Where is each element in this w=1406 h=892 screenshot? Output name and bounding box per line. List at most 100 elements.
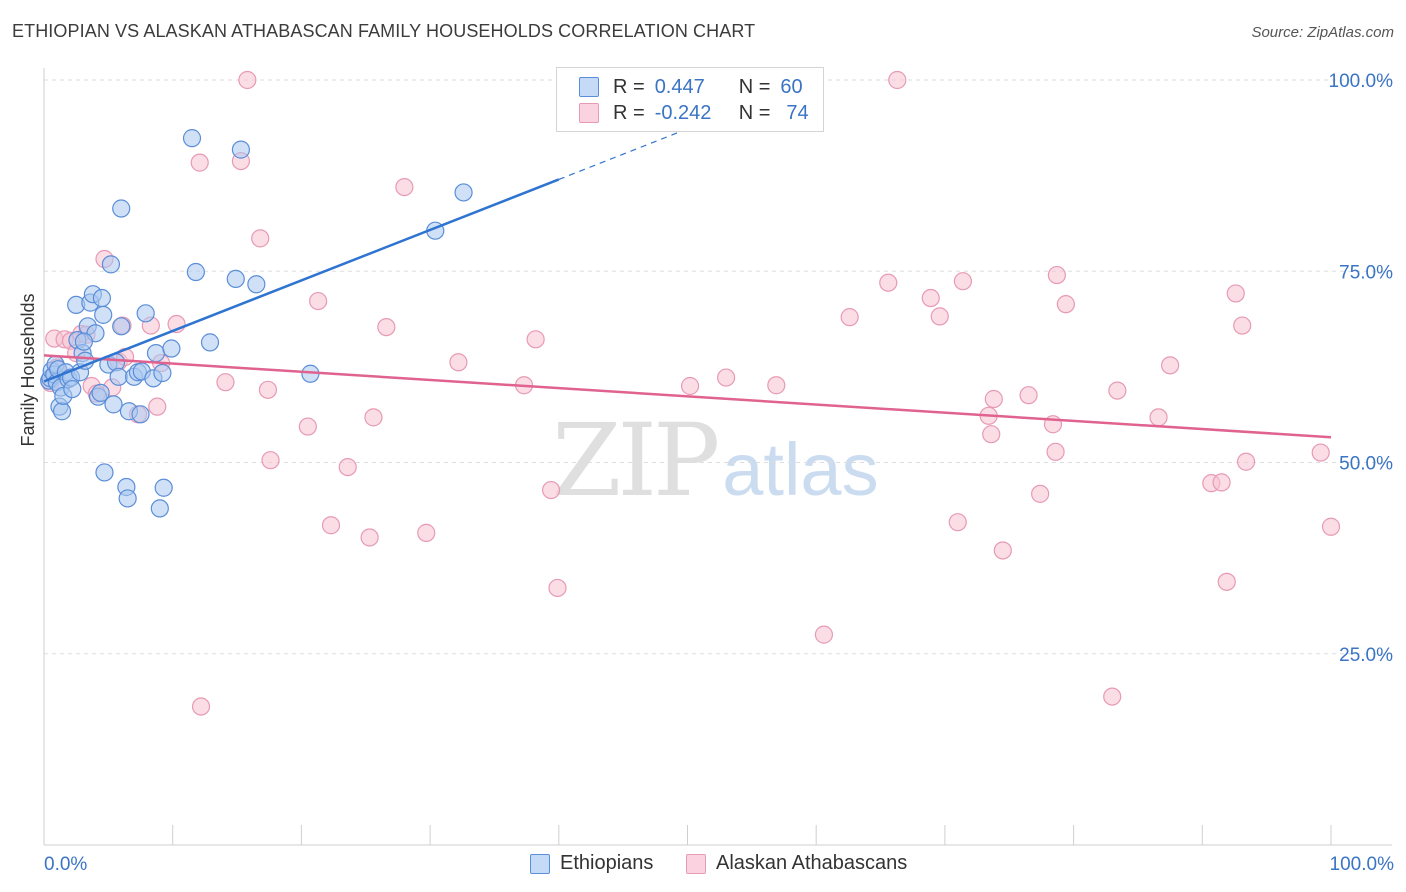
ethiopian-point [94,305,113,324]
alaskan-athabascan-point [395,178,414,197]
alaskan-athabascan-point [1236,452,1256,471]
zipatlas-watermark: ZIPatlas [552,402,879,519]
alaskan-athabascan-point [377,317,396,337]
ethiopian-point [112,199,131,218]
alaskan-athabascan-point [238,70,257,90]
y-tick-label: 75.0% [1339,262,1393,283]
legend-row-ethiopians: R = 0.447 N = 60 [579,75,803,99]
alaskan-athabascan-point [298,417,317,436]
correlation-legend: R = 0.447 N = 60 R = -0.242 N = 74 [556,67,824,132]
ethiopian-point [101,255,121,274]
alaskan-athabascan-point [879,273,898,292]
alaskan-athabascan-point [840,308,859,327]
alaskan-athabascan-point [1212,473,1231,492]
alaskan-athabascan-point [191,697,211,716]
alaskan-athabascan-point [1031,484,1050,503]
chart-title: ETHIOPIAN VS ALASKAN ATHABASCAN FAMILY H… [12,21,756,41]
series-name-ethiopians: Ethiopians [560,852,654,874]
source-label: Source: ZipAtlas.com [1251,24,1394,41]
legend-swatch-blue [579,77,599,97]
ethiopian-point [231,140,251,159]
alaskan-athabascan-point [190,153,209,172]
alaskan-athabascan-point [1233,316,1252,335]
alaskan-athabascan-point [148,397,167,416]
y-tick-label: 25.0% [1339,645,1393,666]
ethiopian-point [186,262,205,282]
alaskan-athabascan-point [258,380,278,399]
alaskan-athabascan-point [309,291,328,311]
watermark-zip: ZIP [552,402,720,519]
watermark-atlas: atlas [722,428,879,511]
ethiopian-point [154,478,173,497]
legend-row-alaskan: R = -0.242 N = 74 [579,101,809,125]
y-axis-label: Family Households [18,293,38,447]
ethiopian-point [52,402,72,421]
alaskan-athabascan-point [1321,517,1341,536]
ethiopian-point [454,183,473,202]
alaskan-athabascan-point [1149,408,1168,427]
alaskan-athabascan-point [888,70,907,90]
alaskan-athabascan-point [541,480,561,500]
axis-layer [43,68,1392,846]
alaskan-athabascan-point [449,353,468,372]
alaskan-athabascan-point [338,457,357,477]
alaskan-athabascan-points [41,70,1341,716]
ethiopian-point [63,379,82,399]
ethiopian-point [136,304,155,323]
ethiopian-point [182,129,202,148]
tick-labels: 25.0% 50.0% 75.0% 100.0% 0.0% 100.0% [44,71,1394,875]
alaskan-athabascan-point [948,513,967,532]
alaskan-athabascan-point [1108,381,1127,400]
legend-n-value: 60 [780,75,803,98]
ethiopian-point [247,275,266,294]
alaskan-athabascan-point [1047,265,1066,285]
alaskan-athabascan-point [1226,284,1245,303]
alaskan-athabascan-point [930,307,949,326]
ethiopian-point [226,269,245,288]
alaskan-athabascan-point [364,408,383,427]
trend-lines [43,113,1332,439]
alaskan-athabascan-point [984,389,1003,409]
legend-r-label: R = [613,75,645,98]
series-swatch-pink [686,853,706,874]
legend-swatch-pink [579,103,599,123]
alaskan-athabascan-point [1056,295,1075,314]
ethiopian-point [146,344,166,363]
alaskan-athabascan-point [1217,572,1236,591]
legend-r-value: -0.242 [654,101,712,124]
legend-n-label: N = [738,101,771,124]
alaskan-athabascan-point [548,578,567,598]
ethiopian-point [131,405,150,424]
legend-r-value: 0.447 [654,75,705,98]
y-tick-label: 100.0% [1329,71,1394,92]
ethiopian-trend-extension [558,113,727,181]
alaskan-athabascan-point [680,376,700,396]
alaskan-athabascan-point [1311,443,1330,462]
alaskan-athabascan-point [814,625,834,644]
alaskan-athabascan-point [993,541,1012,560]
ethiopian-point [150,499,169,518]
ethiopian-point [104,395,123,414]
alaskan-athabascan-point [417,523,436,542]
alaskan-athabascan-point [1161,356,1180,375]
alaskan-athabascan-point [251,229,270,248]
legend-n-value: 74 [786,101,809,124]
alaskan-athabascan-point [216,373,235,392]
legend-r-label: R = [613,101,645,124]
alaskan-athabascan-point [1046,442,1065,461]
ethiopian-point [162,339,181,358]
ethiopian-point [118,489,137,508]
legend-n-label: N = [738,75,771,98]
alaskan-trend-line [43,354,1332,439]
ethiopian-point [112,317,131,336]
ethiopian-trend-line [43,178,560,383]
x-tick-label: 100.0% [1330,854,1395,875]
alaskan-athabascan-point [261,451,280,470]
alaskan-athabascan-point [1019,386,1038,405]
alaskan-athabascan-point [767,376,786,395]
ethiopian-point [74,332,93,351]
ethiopian-point [92,288,112,308]
alaskan-athabascan-point [921,288,940,308]
alaskan-athabascan-point [1103,687,1122,706]
